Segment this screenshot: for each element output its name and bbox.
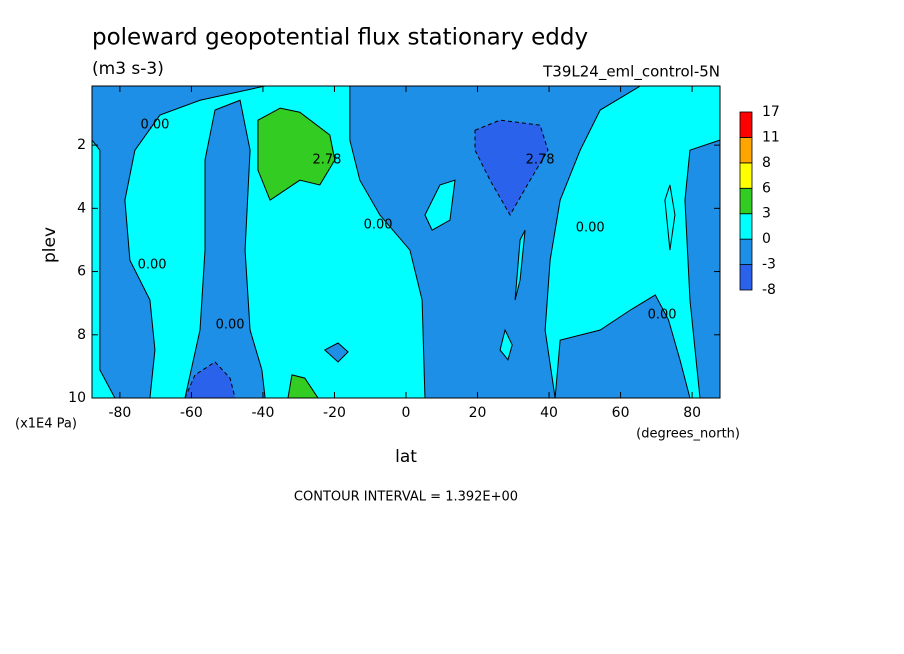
contour-label: 2.78 <box>526 152 555 167</box>
contour-region <box>684 139 720 398</box>
contour-region <box>424 179 456 231</box>
colorbar-swatch <box>739 238 753 265</box>
contour-region <box>499 328 513 361</box>
colorbar-swatch <box>739 187 753 215</box>
x-tick-label: 0 <box>402 405 411 421</box>
contour-region <box>474 119 549 216</box>
contour-region <box>184 99 266 398</box>
contour-label: 0.00 <box>576 220 605 235</box>
x-tick-label: -20 <box>323 405 346 421</box>
colorbar-label: 3 <box>762 206 771 222</box>
y-tick-label: 10 <box>68 390 86 406</box>
colorbar-swatch <box>739 162 753 189</box>
contour-label: 2.78 <box>312 152 341 167</box>
colorbar-label: 11 <box>762 129 780 145</box>
contour-label: 0.00 <box>648 308 677 323</box>
contour-region <box>554 294 691 398</box>
contour-region <box>323 342 349 363</box>
colorbar-swatch <box>739 137 753 164</box>
colorbar-swatch <box>739 111 753 138</box>
colorbar-label: 6 <box>762 180 771 196</box>
x-tick-label: 40 <box>540 405 558 421</box>
x-axis-units: (degrees_north) <box>636 427 740 442</box>
x-tick-label: 20 <box>469 405 487 421</box>
colorbar-swatch <box>739 264 753 291</box>
y-tick-label: 6 <box>77 264 86 280</box>
chart-title: poleward geopotential flux stationary ed… <box>92 25 588 51</box>
contour-region <box>514 229 526 301</box>
colorbar-label: 0 <box>762 231 771 247</box>
x-tick-label: -60 <box>180 405 203 421</box>
contour-label: 0.00 <box>140 118 169 133</box>
y-tick-label: 8 <box>77 327 86 343</box>
contour-region <box>92 86 266 398</box>
chart-subtitle: (m3 s-3) <box>92 59 164 79</box>
contour-region <box>287 374 319 398</box>
x-tick-label: -40 <box>252 405 275 421</box>
contour-region <box>257 107 336 201</box>
contour-interval: CONTOUR INTERVAL = 1.392E+00 <box>294 490 518 505</box>
x-tick-label: -80 <box>108 405 131 421</box>
colorbar-label: -8 <box>762 282 776 298</box>
x-tick-label: 60 <box>612 405 630 421</box>
colorbar-label: 8 <box>762 155 771 171</box>
contour-label: 0.00 <box>138 258 167 273</box>
x-tick-label: 80 <box>683 405 701 421</box>
y-axis-units: (x1E4 Pa) <box>15 417 77 432</box>
contour-label: 0.00 <box>364 218 393 233</box>
contour-region <box>184 361 236 398</box>
x-axis-label: lat <box>395 447 417 467</box>
colorbar-swatch <box>739 213 753 240</box>
y-tick-label: 2 <box>77 137 86 153</box>
colorbar-label: -3 <box>762 257 776 273</box>
contour-region <box>349 86 642 398</box>
contour-field: 0.00 0.00 0.00 0.00 0.00 0.00 2.78 2.78 <box>92 86 720 398</box>
y-tick-label: 4 <box>77 200 86 216</box>
contour-region <box>664 184 676 251</box>
y-axis-label: plev <box>40 227 60 263</box>
colorbar-label: 17 <box>762 104 780 120</box>
dataset-label: T39L24_eml_control-5N <box>542 63 720 82</box>
contour-label: 0.00 <box>216 317 245 332</box>
